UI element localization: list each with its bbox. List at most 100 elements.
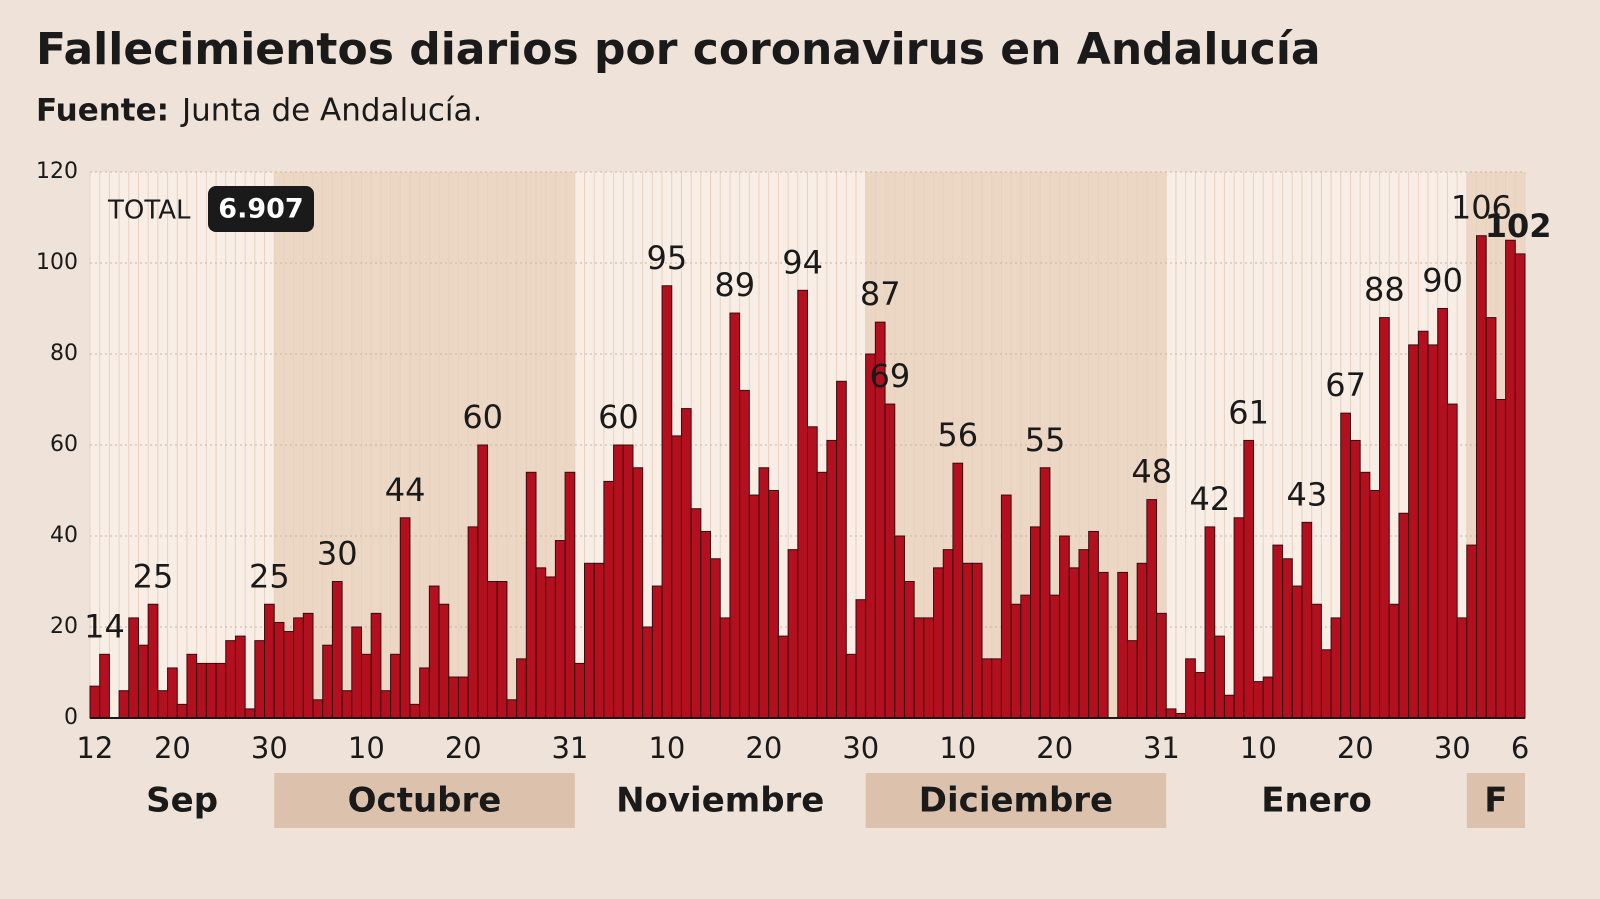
bar	[1349, 439, 1361, 719]
bar	[1340, 412, 1351, 719]
data-label: 90	[1422, 262, 1463, 300]
bar	[215, 662, 227, 719]
bar	[283, 631, 295, 719]
bar	[1223, 694, 1235, 719]
bar	[545, 576, 556, 719]
bar	[1466, 544, 1478, 719]
bar	[254, 640, 266, 719]
chart-title: Fallecimientos diarios por coronavirus e…	[36, 24, 1321, 75]
bar	[719, 617, 731, 719]
x-tick-label: 6	[1511, 731, 1529, 765]
bar	[554, 540, 566, 719]
bar	[1388, 603, 1400, 719]
bar	[1437, 308, 1448, 719]
bar	[1456, 617, 1468, 719]
data-label: 60	[598, 398, 639, 436]
bar	[690, 508, 702, 719]
bar	[574, 662, 585, 719]
bar	[991, 658, 1002, 719]
bar	[1010, 603, 1022, 719]
bar	[1282, 558, 1293, 719]
bar	[971, 562, 983, 719]
bar	[380, 690, 392, 719]
data-label: 25	[133, 557, 174, 595]
bar	[1185, 658, 1196, 719]
bar	[1039, 467, 1051, 719]
bar	[952, 462, 964, 719]
month-label: Noviembre	[616, 781, 824, 821]
bar	[1000, 494, 1012, 719]
bar	[1117, 571, 1128, 719]
bar	[390, 653, 401, 719]
bar	[360, 653, 372, 719]
bar	[1262, 676, 1274, 719]
bar	[583, 562, 595, 719]
bar	[467, 526, 479, 719]
total-label: TOTAL	[107, 196, 191, 226]
bar	[661, 285, 673, 719]
bar	[1291, 585, 1303, 719]
bar	[448, 676, 459, 719]
data-label: 48	[1131, 453, 1172, 491]
bar	[302, 612, 314, 719]
x-tick-label: 12	[76, 731, 113, 765]
bar	[167, 667, 178, 719]
bar	[1320, 649, 1332, 719]
bar	[137, 644, 149, 719]
bar	[894, 535, 905, 719]
y-tick-label: 120	[36, 159, 78, 184]
bar	[1233, 517, 1245, 719]
bar	[487, 581, 498, 719]
bar	[1068, 567, 1080, 719]
data-label: 102	[1485, 207, 1552, 245]
bar	[1146, 499, 1158, 719]
bar	[341, 690, 353, 719]
bar	[807, 426, 818, 719]
bar	[147, 603, 159, 719]
data-label: 88	[1364, 271, 1405, 309]
bar	[1301, 521, 1313, 719]
y-tick-label: 80	[50, 341, 78, 366]
bar	[710, 558, 721, 719]
bar	[613, 444, 624, 719]
y-tick-label: 0	[64, 705, 78, 730]
bar	[758, 467, 770, 719]
bar	[836, 380, 847, 719]
bar	[903, 581, 915, 719]
x-tick-label: 10	[648, 731, 685, 765]
bar	[642, 626, 653, 719]
month-label: Diciembre	[919, 781, 1113, 821]
bar	[1476, 235, 1487, 719]
month-label: Sep	[146, 781, 218, 821]
bar	[1446, 403, 1458, 719]
bar	[244, 708, 256, 719]
y-tick-label: 60	[50, 432, 78, 457]
bar	[1485, 317, 1497, 719]
bar	[351, 626, 362, 719]
x-tick-label: 20	[154, 731, 191, 765]
bar	[196, 662, 207, 719]
x-tick-label: 20	[1337, 731, 1374, 765]
bar	[1059, 535, 1070, 719]
bar	[1136, 562, 1148, 719]
x-tick-label: 10	[1240, 731, 1277, 765]
bar	[496, 581, 508, 719]
bar	[322, 644, 333, 719]
bar	[1359, 471, 1371, 719]
bar	[1214, 635, 1225, 719]
bar	[225, 640, 236, 719]
data-label: 67	[1325, 366, 1366, 404]
data-label: 94	[782, 243, 823, 281]
bar	[99, 653, 110, 719]
bar	[1369, 490, 1381, 719]
bars	[89, 235, 1526, 719]
bar	[506, 699, 518, 719]
x-tick-label: 30	[251, 731, 288, 765]
data-label: 25	[249, 557, 290, 595]
bar	[1126, 640, 1138, 719]
bar	[1379, 317, 1390, 719]
x-tick-label: 20	[1036, 731, 1073, 765]
x-tick-label: 31	[551, 731, 588, 765]
